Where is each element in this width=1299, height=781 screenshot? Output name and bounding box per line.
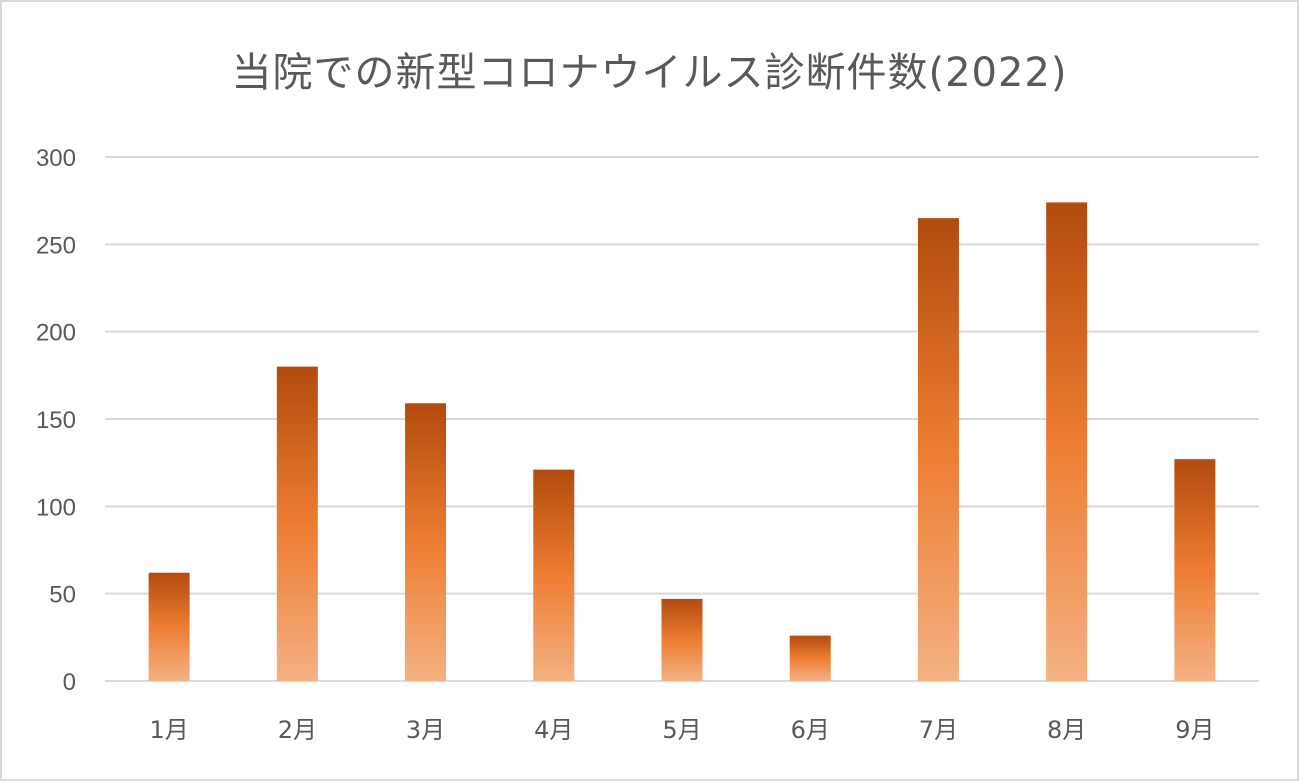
- y-tick-label: 250: [36, 232, 76, 259]
- y-tick-label: 300: [36, 145, 76, 172]
- bar: [789, 635, 831, 681]
- y-tick-label: 100: [36, 494, 76, 521]
- bar: [405, 403, 447, 681]
- y-tick-label: 150: [36, 407, 76, 434]
- bar: [1046, 202, 1088, 681]
- y-axis-ticks: 0 50 100 150 200 250 300: [36, 145, 76, 696]
- x-tick-label: 2月: [278, 716, 317, 744]
- y-tick-label: 50: [49, 582, 76, 609]
- bars: [148, 202, 1216, 681]
- bar: [148, 572, 190, 681]
- bar: [1174, 459, 1216, 681]
- bar: [533, 469, 575, 681]
- x-tick-label: 7月: [919, 716, 958, 744]
- y-tick-label: 200: [36, 320, 76, 347]
- bar: [917, 218, 959, 681]
- x-tick-label: 5月: [662, 716, 701, 744]
- x-tick-label: 4月: [534, 716, 573, 744]
- x-tick-label: 1月: [149, 716, 188, 744]
- bar: [276, 366, 318, 681]
- y-tick-label: 0: [63, 669, 76, 696]
- x-tick-label: 6月: [791, 716, 830, 744]
- chart-title: 当院での新型コロナウイルス診断件数(2022): [231, 50, 1068, 96]
- x-axis-labels: 1月 2月 3月 4月 5月 6月 7月 8月 9月: [149, 716, 1214, 744]
- x-tick-label: 3月: [406, 716, 445, 744]
- x-tick-label: 8月: [1047, 716, 1086, 744]
- bar: [661, 598, 703, 681]
- x-tick-label: 9月: [1175, 716, 1214, 744]
